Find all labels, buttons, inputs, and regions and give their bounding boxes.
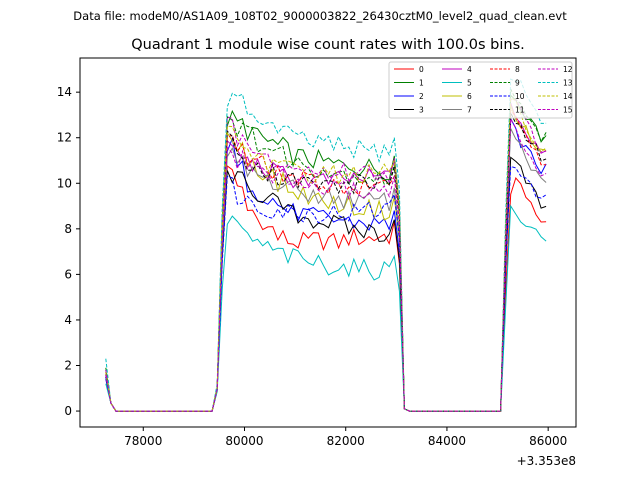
legend-label-11: 11 — [515, 106, 525, 115]
legend-label-15: 15 — [563, 106, 573, 115]
series-9-line — [105, 88, 547, 412]
series-13-line — [105, 78, 547, 412]
y-tick-label: 6 — [64, 267, 72, 281]
legend-label-10: 10 — [515, 92, 525, 101]
series-12-line — [105, 98, 547, 412]
x-axis-offset-label: +3.353e8 — [517, 454, 576, 468]
legend-label-12: 12 — [563, 65, 573, 74]
series-11-line — [105, 112, 547, 412]
y-tick-label: 0 — [64, 404, 72, 418]
y-tick-label: 2 — [64, 359, 72, 373]
series-3-line — [105, 156, 547, 412]
figure-suptitle: Data file: modeM0/AS1A09_108T02_90000038… — [73, 9, 567, 23]
series-8-line — [105, 109, 547, 412]
x-tick-label: 86000 — [529, 434, 567, 448]
plot-frame — [79, 57, 577, 428]
series-layer — [105, 78, 547, 412]
x-tick-label: 78000 — [124, 434, 162, 448]
legend-label-2: 2 — [419, 92, 424, 101]
legend-label-5: 5 — [467, 79, 472, 88]
legend-label-8: 8 — [515, 65, 520, 74]
x-tick-label: 80000 — [225, 434, 263, 448]
series-15-line — [105, 117, 547, 412]
legend-label-1: 1 — [419, 79, 424, 88]
legend-label-7: 7 — [467, 106, 472, 115]
series-5-line — [105, 204, 547, 412]
x-tick-label: 82000 — [327, 434, 365, 448]
series-14-line — [105, 97, 547, 412]
legend-label-4: 4 — [467, 65, 472, 74]
legend-label-14: 14 — [563, 92, 573, 101]
series-0-line — [105, 165, 547, 412]
y-tick-label: 12 — [57, 131, 72, 145]
legend-box — [388, 61, 573, 119]
legend-label-13: 13 — [563, 79, 573, 88]
x-tick-label: 84000 — [428, 434, 466, 448]
series-2-line — [105, 116, 547, 412]
series-10-line — [105, 165, 547, 412]
series-1-line — [105, 94, 547, 412]
chart-title: Quadrant 1 module wise count rates with … — [131, 37, 525, 53]
series-6-line — [105, 105, 547, 412]
legend-label-3: 3 — [419, 106, 424, 115]
y-tick-label: 10 — [57, 176, 72, 190]
legend-label-9: 9 — [515, 79, 520, 88]
legend-label-0: 0 — [419, 65, 424, 74]
legend-label-6: 6 — [467, 92, 472, 101]
y-tick-label: 8 — [64, 222, 72, 236]
y-tick-label: 14 — [57, 85, 72, 99]
series-4-line — [105, 102, 547, 412]
y-tick-label: 4 — [64, 313, 72, 327]
